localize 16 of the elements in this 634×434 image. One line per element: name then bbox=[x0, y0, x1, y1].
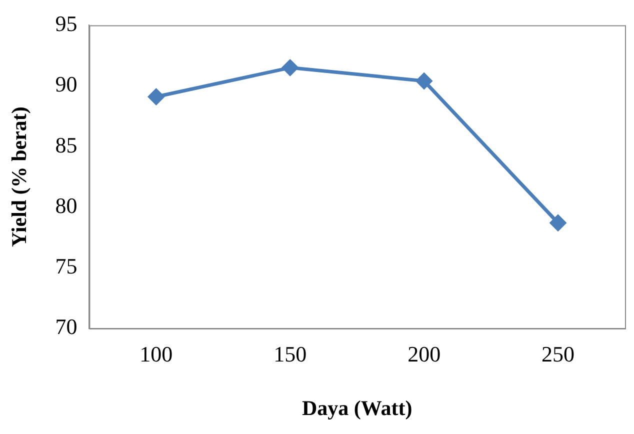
y-tick-label: 90 bbox=[55, 72, 78, 97]
y-tick-label: 95 bbox=[55, 10, 78, 36]
point bbox=[550, 214, 567, 232]
x-tick-label: 150 bbox=[274, 341, 307, 366]
y-axis-title: Yield (% berat) bbox=[7, 106, 32, 247]
x-axis-title: Daya (Watt) bbox=[302, 396, 412, 420]
point bbox=[416, 72, 433, 90]
x-tick-label: 250 bbox=[542, 341, 575, 366]
y-tick-label: 70 bbox=[55, 314, 78, 340]
y-tick-label: 75 bbox=[55, 254, 78, 279]
point bbox=[148, 88, 165, 106]
x-tick-label: 200 bbox=[408, 341, 441, 366]
y-tick-label: 80 bbox=[55, 192, 78, 218]
point bbox=[282, 59, 299, 76]
x-tick-label: 100 bbox=[140, 341, 173, 366]
y-tick-label: 85 bbox=[55, 132, 78, 158]
